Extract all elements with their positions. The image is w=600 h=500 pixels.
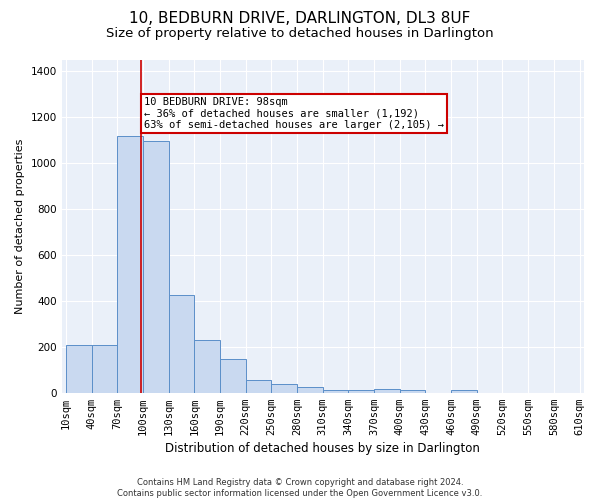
Y-axis label: Number of detached properties: Number of detached properties <box>15 138 25 314</box>
Bar <box>246 380 271 392</box>
Bar <box>194 340 220 392</box>
Bar <box>220 358 246 392</box>
Text: Size of property relative to detached houses in Darlington: Size of property relative to detached ho… <box>106 28 494 40</box>
Bar <box>169 295 194 392</box>
Bar <box>323 390 349 392</box>
Bar <box>297 387 323 392</box>
Bar <box>374 390 400 392</box>
X-axis label: Distribution of detached houses by size in Darlington: Distribution of detached houses by size … <box>166 442 480 455</box>
Bar <box>400 390 425 392</box>
Bar <box>271 384 297 392</box>
Text: 10, BEDBURN DRIVE, DARLINGTON, DL3 8UF: 10, BEDBURN DRIVE, DARLINGTON, DL3 8UF <box>130 11 470 26</box>
Bar <box>349 390 374 392</box>
Bar <box>451 390 477 392</box>
Bar <box>143 142 169 392</box>
Text: 10 BEDBURN DRIVE: 98sqm
← 36% of detached houses are smaller (1,192)
63% of semi: 10 BEDBURN DRIVE: 98sqm ← 36% of detache… <box>144 96 444 130</box>
Bar <box>92 345 118 393</box>
Text: Contains HM Land Registry data © Crown copyright and database right 2024.
Contai: Contains HM Land Registry data © Crown c… <box>118 478 482 498</box>
Bar <box>118 136 143 392</box>
Bar <box>66 345 92 393</box>
